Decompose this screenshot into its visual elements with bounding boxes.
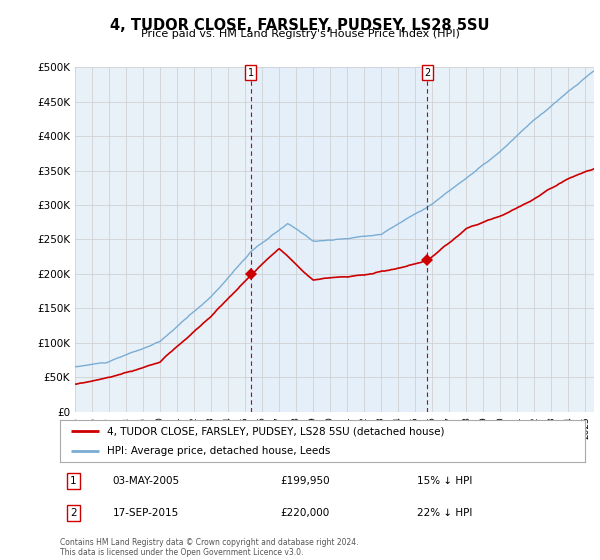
Text: £199,950: £199,950 xyxy=(281,476,330,486)
Text: 03-MAY-2005: 03-MAY-2005 xyxy=(113,476,179,486)
Text: 1: 1 xyxy=(248,68,254,78)
Bar xyxy=(251,67,427,412)
Text: 2: 2 xyxy=(70,508,76,518)
Text: 15% ↓ HPI: 15% ↓ HPI xyxy=(417,476,472,486)
Text: HPI: Average price, detached house, Leeds: HPI: Average price, detached house, Leed… xyxy=(107,446,331,456)
Text: Price paid vs. HM Land Registry's House Price Index (HPI): Price paid vs. HM Land Registry's House … xyxy=(140,29,460,39)
Text: 4, TUDOR CLOSE, FARSLEY, PUDSEY, LS28 5SU (detached house): 4, TUDOR CLOSE, FARSLEY, PUDSEY, LS28 5S… xyxy=(107,426,445,436)
Text: 1: 1 xyxy=(70,476,76,486)
Text: 4, TUDOR CLOSE, FARSLEY, PUDSEY, LS28 5SU: 4, TUDOR CLOSE, FARSLEY, PUDSEY, LS28 5S… xyxy=(110,18,490,33)
Text: 2: 2 xyxy=(424,68,431,78)
Text: 22% ↓ HPI: 22% ↓ HPI xyxy=(417,508,472,518)
Text: £220,000: £220,000 xyxy=(281,508,330,518)
Text: 17-SEP-2015: 17-SEP-2015 xyxy=(113,508,179,518)
Text: Contains HM Land Registry data © Crown copyright and database right 2024.
This d: Contains HM Land Registry data © Crown c… xyxy=(60,538,359,557)
